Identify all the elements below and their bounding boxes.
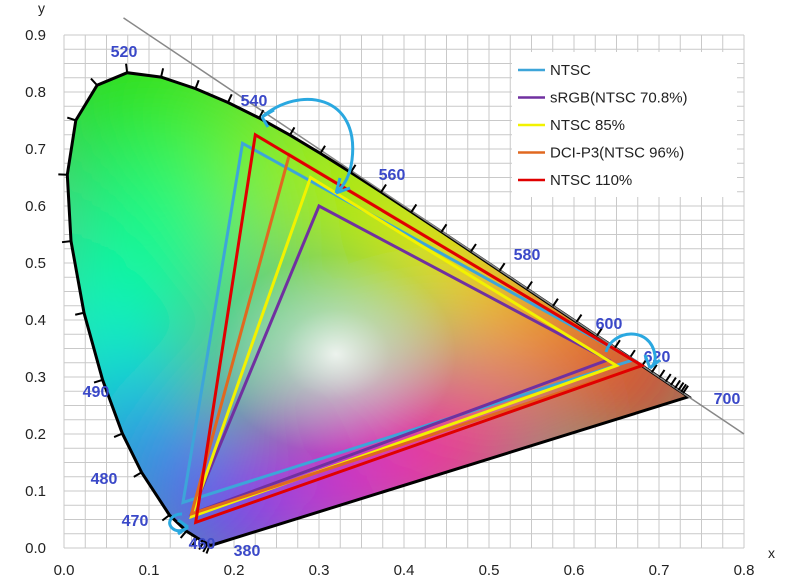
locus-tick xyxy=(93,378,103,384)
locus-tick xyxy=(677,382,685,391)
gamut-triangle-4 xyxy=(193,132,646,525)
locus-tick xyxy=(470,243,477,253)
y-tick-label: 0.9 xyxy=(25,27,46,44)
legend-label-1: sRGB(NTSC 70.8%) xyxy=(550,90,688,107)
wavelength-labels: 460 470 480 490 520 540 560 580 600 620 700 380 xyxy=(83,44,741,560)
wavelength-label: 600 xyxy=(596,316,623,333)
wavelength-label: 700 xyxy=(714,391,741,408)
x-tick-label: 0.8 xyxy=(734,562,755,579)
locus-tick xyxy=(440,223,448,233)
locus-tick xyxy=(410,203,418,213)
legend-background xyxy=(512,52,737,197)
legend: NTSC sRGB(NTSC 70.8%) NTSC 85% DCI-P3(NTSC … xyxy=(512,52,737,197)
x-tick-label: 0.2 xyxy=(224,562,245,579)
locus-tick xyxy=(682,385,689,394)
legend-label-4: NTSC 110% xyxy=(550,172,632,189)
locus-tick xyxy=(650,364,658,373)
wavelength-label: 520 xyxy=(111,44,138,61)
locus-tick xyxy=(552,298,559,307)
locus-tick xyxy=(680,383,687,393)
locus-tick xyxy=(658,369,666,378)
locus-tick xyxy=(498,262,506,272)
locus-tick xyxy=(202,543,209,553)
locus-tick xyxy=(629,349,636,359)
legend-label-3: DCI-P3(NTSC 96%) xyxy=(550,145,684,162)
fill-blob xyxy=(69,154,229,315)
wavelength-label: 560 xyxy=(379,167,406,184)
locus-tick xyxy=(614,339,621,349)
y-tick-label: 0.1 xyxy=(25,483,46,500)
locus-tick xyxy=(161,514,171,522)
x-tick-label: 0.7 xyxy=(649,562,670,579)
locus-tick xyxy=(125,63,129,73)
gamut-triangle-0 xyxy=(181,140,638,505)
wavelength-label: 480 xyxy=(91,471,118,488)
x-tick-label: 0.4 xyxy=(394,562,415,579)
locus-tick xyxy=(289,126,296,136)
x-tick-label: 0.6 xyxy=(564,562,585,579)
arrow-green-head xyxy=(334,177,351,195)
locus-tick xyxy=(205,544,211,554)
y-tick-label: 0.5 xyxy=(25,255,46,272)
locus-tick xyxy=(596,327,603,337)
locus-tick xyxy=(179,530,188,539)
locus-tick xyxy=(74,311,85,316)
arrow-green-tail xyxy=(260,108,275,128)
locus-tick xyxy=(198,541,205,551)
locus-tick xyxy=(227,93,233,103)
locus-tick xyxy=(674,379,681,389)
wavelength-label: 490 xyxy=(83,384,110,401)
y-tick-label: 0.3 xyxy=(25,369,46,386)
y-tick-label: 0.6 xyxy=(25,198,46,215)
locus-tick xyxy=(90,77,98,86)
y-tick-label: 0.4 xyxy=(25,312,46,329)
x-tick-label: 0.5 xyxy=(479,562,500,579)
legend-label-0: NTSC xyxy=(550,62,591,79)
white-point-glow xyxy=(216,254,456,455)
locus-tick xyxy=(575,313,583,323)
locus-tick xyxy=(380,183,387,193)
arrow-blue-head xyxy=(177,518,189,536)
axes: 0.0 0.1 0.2 0.3 0.4 0.5 0.6 0.7 0.8 0.0 0.1 0.2 0.3 0… xyxy=(25,0,775,579)
locus-tick-marks xyxy=(58,63,689,554)
locus-tick xyxy=(349,164,357,173)
y-tick-label: 0.0 xyxy=(25,540,46,557)
y-tick-label: 0.2 xyxy=(25,426,46,443)
wavelength-label: 470 xyxy=(122,513,149,530)
locus-tick xyxy=(191,537,198,547)
wavelength-label: 380 xyxy=(234,543,261,560)
gamut-triangle-2 xyxy=(189,175,620,520)
direction-arrows xyxy=(168,97,661,536)
locus-tick xyxy=(194,79,200,89)
locus-tick xyxy=(258,109,265,119)
legend-label-2: NTSC 85% xyxy=(550,117,625,134)
x-tick-label: 0.1 xyxy=(139,562,160,579)
x-axis-title: x xyxy=(768,545,775,561)
locus-tick xyxy=(319,145,326,154)
fill-blob xyxy=(146,480,237,546)
locus-tick xyxy=(61,240,72,244)
x-tick-label: 0.3 xyxy=(309,562,330,579)
wavelength-label: 620 xyxy=(644,349,671,366)
locus-tick xyxy=(133,471,143,478)
y-tick-label: 0.7 xyxy=(25,141,46,158)
locus-tick xyxy=(160,68,165,78)
locus-tick xyxy=(670,377,677,386)
locus-tick xyxy=(526,280,533,290)
arrow-green-rotate xyxy=(261,97,355,195)
locus-tick xyxy=(66,116,77,122)
wavelength-label: 540 xyxy=(241,93,268,110)
y-axis-title: y xyxy=(38,0,45,16)
arrow-red-head xyxy=(643,354,661,370)
locus-tick xyxy=(664,373,672,383)
gamut-triangle-1 xyxy=(188,203,612,517)
gamut-triangles xyxy=(181,132,646,525)
locus-tick xyxy=(113,432,123,439)
y-tick-label: 0.8 xyxy=(25,84,46,101)
wavelength-label: 460 xyxy=(189,536,216,553)
wavelength-label: 580 xyxy=(514,247,541,264)
x-tick-label: 0.0 xyxy=(54,562,75,579)
